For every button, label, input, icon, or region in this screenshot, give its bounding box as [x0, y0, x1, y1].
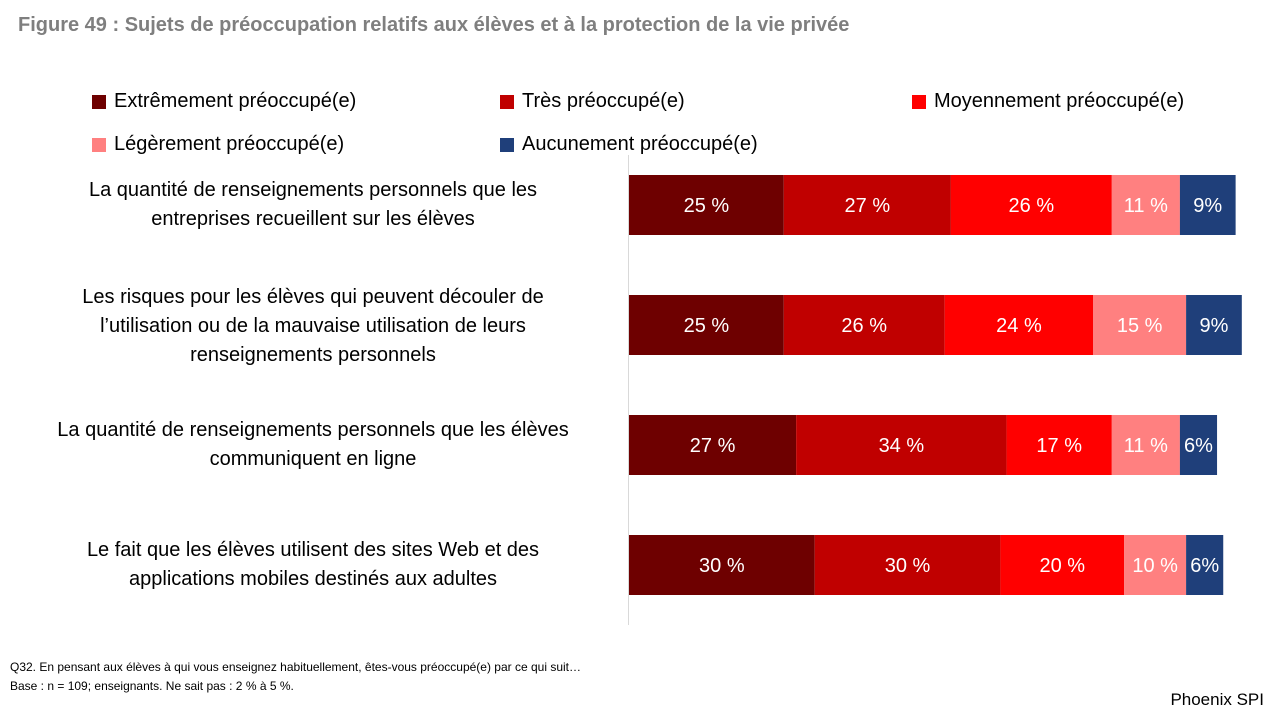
category-label-1-line-2: entreprises recueillent sur les élèves — [151, 208, 475, 230]
category-label-2-line-1: Les risques pour les élèves qui peuvent … — [82, 286, 544, 308]
legend-item-legerement: Légèrement préoccupé(e) — [92, 133, 344, 156]
bar-tres-row-1 — [783, 175, 951, 235]
bar-moyennement-row-3 — [1006, 415, 1112, 475]
legend-item-aucunement: Aucunement préoccupé(e) — [500, 133, 758, 156]
legend-item-tres: Très préoccupé(e) — [500, 90, 685, 113]
category-label-4-line-1: Le fait que les élèves utilisent des sit… — [86, 539, 540, 561]
category-label-1: La quantité de renseignements personnels… — [20, 176, 606, 234]
data-label-extremement-row-3: 27 % — [690, 435, 736, 457]
category-label-2-line-3: renseignements personnels — [190, 344, 436, 366]
footnote-base: Base : n = 109; enseignants. Ne sait pas… — [10, 679, 294, 693]
category-label-4-line-2: applications mobiles destinés aux adulte… — [129, 568, 497, 590]
bar-extremement-row-3 — [629, 415, 797, 475]
bar-legerement-row-2 — [1093, 295, 1187, 355]
data-label-legerement-row-2: 15 % — [1117, 315, 1163, 337]
data-label-aucunement-row-2: 9% — [1200, 315, 1229, 337]
bar-moyennement-row-2 — [944, 295, 1094, 355]
category-label-3-line-2: communiquent en ligne — [209, 448, 417, 470]
category-label-4: Le fait que les élèves utilisent des sit… — [20, 536, 606, 594]
bar-legerement-row-1 — [1111, 175, 1180, 235]
data-label-tres-row-3: 34 % — [879, 435, 925, 457]
legend-swatch-aucunement — [500, 137, 514, 152]
data-label-legerement-row-3: 11 % — [1124, 435, 1168, 457]
legend-label-aucunement: Aucunement préoccupé(e) — [522, 133, 758, 155]
data-label-tres-row-2: 26 % — [841, 315, 887, 337]
data-label-legerement-row-1: 11 % — [1124, 195, 1168, 217]
legend-swatch-legerement — [92, 137, 106, 152]
bar-tres-row-3 — [796, 415, 1007, 475]
bar-extremement-row-1 — [629, 175, 784, 235]
data-label-tres-row-1: 27 % — [845, 195, 891, 217]
data-label-moyennement-row-2: 24 % — [996, 315, 1042, 337]
legend-item-extremement: Extrêmement préoccupé(e) — [92, 90, 356, 113]
category-label-1-line-1: La quantité de renseignements personnels… — [88, 179, 538, 201]
legend-swatch-moyennement — [912, 94, 926, 109]
bar-legerement-row-3 — [1111, 415, 1180, 475]
category-label-2: Les risques pour les élèves qui peuvent … — [20, 283, 606, 370]
bar-tres-row-4 — [814, 535, 1001, 595]
data-label-aucunement-row-1: 9% — [1193, 195, 1222, 217]
bar-moyennement-row-1 — [950, 175, 1112, 235]
bar-aucunement-row-4 — [1186, 535, 1224, 595]
data-label-legerement-row-4: 10 % — [1132, 555, 1178, 577]
bar-aucunement-row-2 — [1186, 295, 1242, 355]
data-label-moyennement-row-4: 20 % — [1040, 555, 1086, 577]
data-label-aucunement-row-4: 6% — [1190, 555, 1219, 577]
data-label-aucunement-row-3: 6% — [1184, 435, 1213, 457]
bar-extremement-row-2 — [629, 295, 784, 355]
bar-legerement-row-4 — [1124, 535, 1187, 595]
legend-label-legerement: Légèrement préoccupé(e) — [114, 133, 345, 155]
data-label-moyennement-row-1: 26 % — [1009, 195, 1055, 217]
chart-title: Figure 49 : Sujets de préoccupation rela… — [18, 14, 850, 36]
category-axis-line — [628, 155, 629, 625]
bar-moyennement-row-4 — [1000, 535, 1125, 595]
category-label-3-line-1: La quantité de renseignements personnels… — [57, 419, 569, 441]
legend-label-tres: Très préoccupé(e) — [522, 90, 685, 112]
data-label-extremement-row-1: 25 % — [684, 195, 730, 217]
data-label-tres-row-4: 30 % — [885, 555, 931, 577]
data-label-extremement-row-2: 25 % — [684, 315, 730, 337]
legend-swatch-tres — [500, 94, 514, 109]
legend-label-extremement: Extrêmement préoccupé(e) — [114, 90, 357, 112]
category-label-3: La quantité de renseignements personnels… — [20, 416, 606, 474]
category-label-2-line-2: l’utilisation ou de la mauvaise utilisat… — [100, 315, 526, 337]
bar-aucunement-row-1 — [1179, 175, 1236, 235]
bar-aucunement-row-3 — [1179, 415, 1218, 475]
data-label-extremement-row-4: 30 % — [699, 555, 745, 577]
legend-swatch-extremement — [92, 94, 106, 109]
data-label-moyennement-row-3: 17 % — [1036, 435, 1082, 457]
bar-tres-row-2 — [783, 295, 945, 355]
footnote-question: Q32. En pensant aux élèves à qui vous en… — [10, 660, 582, 674]
bar-extremement-row-4 — [629, 535, 815, 595]
legend-item-moyennement: Moyennement préoccupé(e) — [912, 90, 1184, 113]
legend-label-moyennement: Moyennement préoccupé(e) — [934, 90, 1185, 112]
brand-label: Phoenix SPI — [1170, 690, 1264, 709]
